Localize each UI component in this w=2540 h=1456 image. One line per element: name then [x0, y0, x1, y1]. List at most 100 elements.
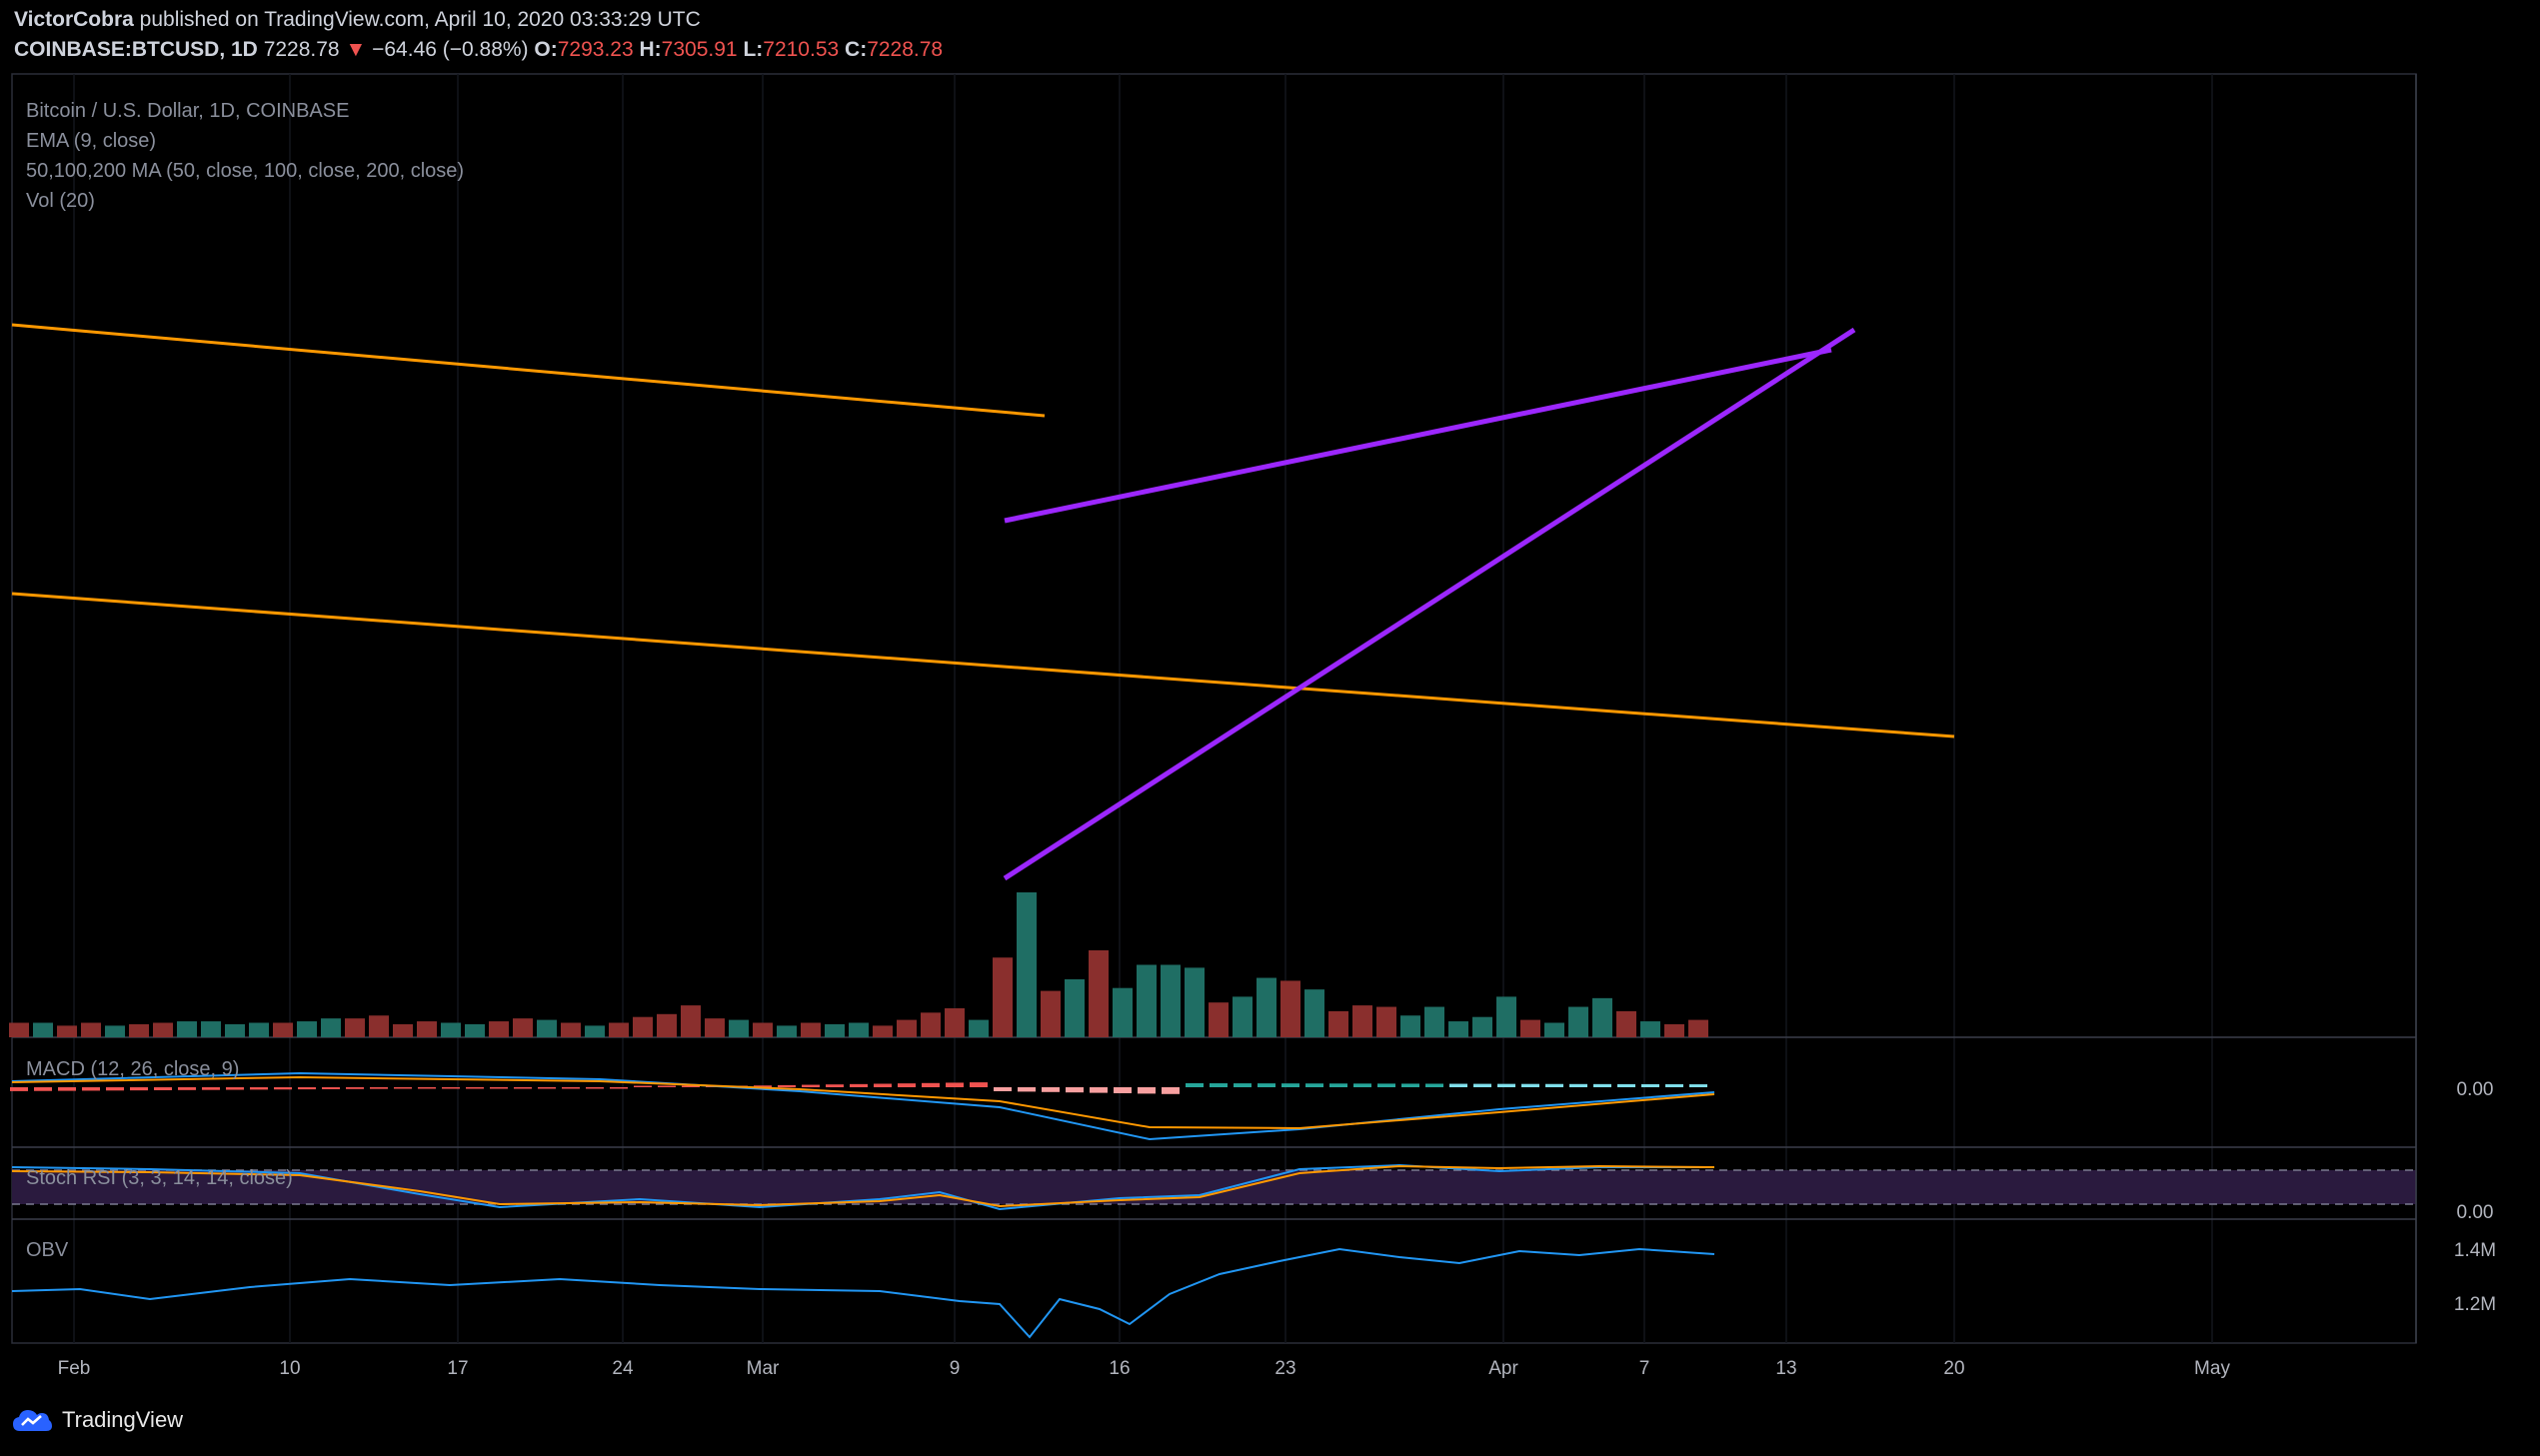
volume-bar — [129, 1023, 149, 1037]
macd-histogram-bar — [658, 1085, 676, 1087]
volume-bar — [1472, 1016, 1492, 1037]
low-value: 7210.53 — [763, 38, 840, 61]
macd-histogram-bar — [1138, 1087, 1156, 1094]
volume-bar — [249, 1022, 269, 1037]
volume-bar — [465, 1023, 485, 1037]
macd-histogram-bar — [778, 1084, 796, 1087]
time-tick-label: Apr — [1488, 1358, 1518, 1379]
volume-bar — [1496, 996, 1516, 1037]
volume-bar — [201, 1021, 221, 1037]
volume-bar — [441, 1022, 461, 1037]
macd-histogram-bar — [490, 1087, 508, 1089]
macd-histogram-bar — [1258, 1083, 1275, 1087]
macd-histogram-bar — [178, 1087, 196, 1090]
macd-histogram-bar — [1569, 1083, 1587, 1087]
macd-histogram-bar — [1162, 1087, 1180, 1094]
volume-bar — [417, 1021, 437, 1037]
legend-vol[interactable]: Vol (20) — [26, 190, 95, 212]
macd-histogram-bar — [10, 1087, 28, 1091]
open-value: 7293.23 — [557, 38, 634, 61]
macd-histogram-bar — [754, 1085, 772, 1087]
macd-signal-line — [11, 1075, 1715, 1130]
stoch-axis-label: 0.00 — [2457, 1202, 2494, 1223]
macd-histogram-bar — [1473, 1083, 1491, 1087]
macd-histogram-bar — [370, 1087, 388, 1089]
macd-histogram-bar — [1377, 1083, 1395, 1087]
macd-histogram-bar — [106, 1087, 124, 1091]
volume-bar — [1304, 989, 1324, 1037]
time-tick-label: 24 — [612, 1358, 634, 1379]
macd-histogram-bar — [922, 1082, 940, 1087]
volume-bar — [9, 1022, 29, 1037]
legend-obv[interactable]: OBV — [26, 1239, 69, 1261]
time-tick-label: Feb — [58, 1358, 91, 1379]
macd-histogram-bar — [802, 1084, 820, 1087]
time-tick-label: 10 — [279, 1358, 300, 1379]
macd-histogram-bar — [1401, 1083, 1419, 1087]
volume-bar — [825, 1023, 845, 1037]
time-tick-label: 20 — [1943, 1358, 1964, 1379]
obv-axis-label: 1.4M — [2454, 1240, 2496, 1261]
last-price: 7228.78 — [263, 38, 340, 61]
volume-bar — [1592, 997, 1612, 1037]
volume-bar — [1257, 977, 1276, 1037]
volume-bar — [321, 1018, 341, 1037]
author-name[interactable]: VictorCobra — [14, 8, 134, 31]
volume-bar — [1017, 892, 1037, 1037]
volume-bar — [1185, 967, 1205, 1037]
macd-histogram-bar — [1042, 1087, 1060, 1092]
time-axis[interactable]: Feb 10 17 24 Mar 9 16 23 Apr 7 13 20 May — [58, 1358, 2231, 1379]
wedge-resistance-line[interactable] — [1004, 347, 1832, 524]
tradingview-logo[interactable]: TradingView — [12, 1407, 183, 1433]
volume-bar — [777, 1025, 797, 1037]
macd-histogram-bar — [1497, 1083, 1515, 1087]
volume-bar — [1089, 950, 1109, 1037]
macd-histogram-bar — [274, 1087, 292, 1090]
lower-trendline[interactable] — [11, 592, 1955, 738]
volume-bar — [1664, 1023, 1684, 1037]
volume-bars — [9, 892, 1708, 1037]
macd-histogram-bar — [394, 1087, 412, 1089]
macd-histogram-bar — [586, 1087, 604, 1089]
macd-histogram-bar — [1114, 1087, 1132, 1093]
time-tick-label: 9 — [950, 1358, 961, 1379]
macd-histogram-bar — [610, 1087, 628, 1089]
macd-histogram-bar — [1665, 1084, 1683, 1087]
open-label: O: — [534, 38, 558, 61]
symbol-label[interactable]: COINBASE:BTCUSD, 1D — [14, 38, 258, 61]
wedge-support-line[interactable] — [1003, 327, 1856, 881]
macd-histogram-bar — [1425, 1083, 1443, 1087]
legend-stoch[interactable]: Stoch RSI (3, 3, 14, 14, close) — [26, 1167, 293, 1189]
footer-bar — [0, 1386, 2540, 1456]
low-label: L: — [743, 38, 764, 61]
legend-macd[interactable]: MACD (12, 26, close, 9) — [26, 1058, 239, 1080]
obv-axis-label: 1.2M — [2454, 1294, 2496, 1315]
volume-bar — [345, 1018, 365, 1037]
volume-bar — [753, 1022, 773, 1037]
price-axis[interactable]: 11000.0010000.009200.008000.006000.00560… — [2435, 68, 2514, 1315]
time-tick-label: 23 — [1274, 1358, 1295, 1379]
upper-trendline[interactable] — [11, 323, 1046, 418]
volume-bar — [1233, 996, 1253, 1037]
macd-histogram-bar — [562, 1087, 580, 1089]
chart-header: VictorCobra published on TradingView.com… — [0, 0, 2540, 68]
volume-bar — [969, 1019, 989, 1037]
volume-bar — [81, 1022, 101, 1037]
legend-ema[interactable]: EMA (9, close) — [26, 130, 156, 152]
macd-histogram-bar — [58, 1087, 76, 1091]
time-tick-label: 17 — [447, 1358, 468, 1379]
chart-canvas[interactable]: 11000.0010000.009200.008000.006000.00560… — [0, 68, 2540, 1386]
volume-bar — [1400, 1015, 1420, 1037]
volume-bar — [177, 1021, 197, 1037]
volume-bar — [897, 1019, 917, 1037]
volume-bar — [873, 1025, 893, 1037]
macd-line — [11, 1071, 1715, 1141]
legend-ma[interactable]: 50,100,200 MA (50, close, 100, close, 20… — [26, 160, 464, 182]
volume-bar — [1137, 964, 1157, 1037]
volume-bar — [657, 1013, 677, 1037]
macd-histogram-bar — [1210, 1083, 1228, 1087]
macd-histogram-bar — [442, 1087, 460, 1089]
volume-bar — [393, 1023, 413, 1037]
volume-bar — [1041, 990, 1061, 1037]
volume-bar — [1376, 1006, 1396, 1037]
